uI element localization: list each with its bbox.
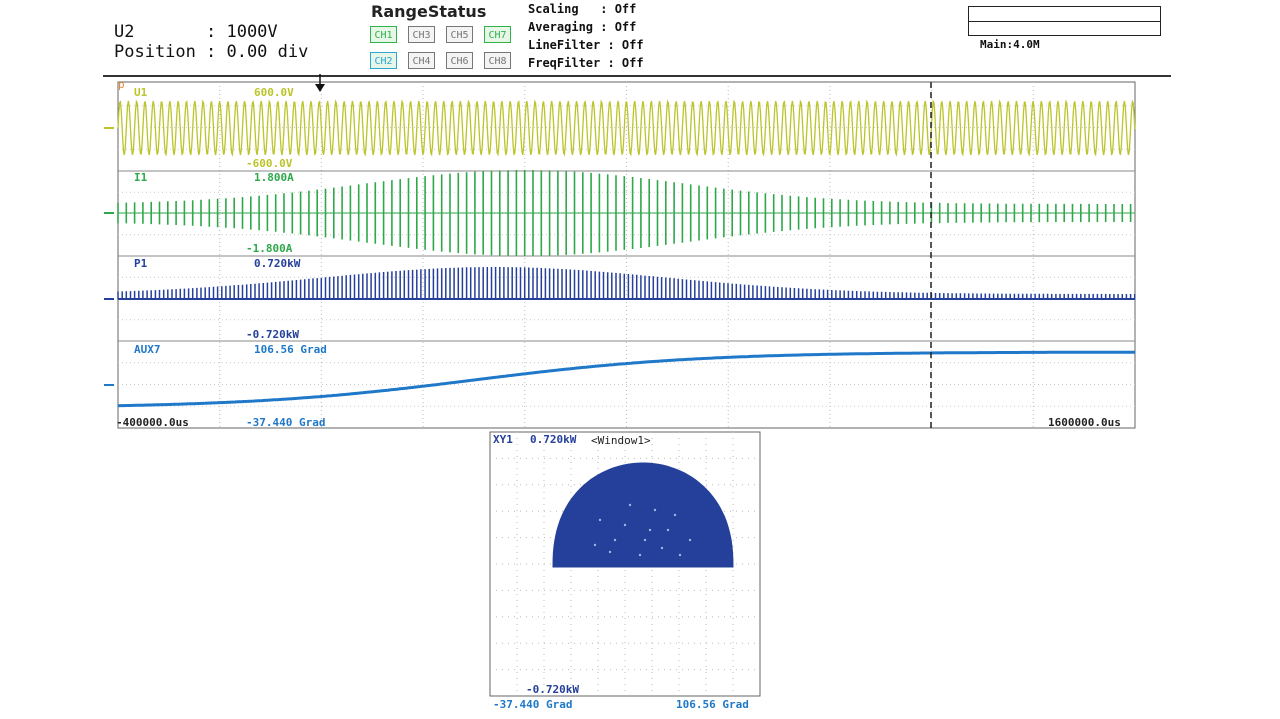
xy-speckle bbox=[598, 518, 602, 522]
range-status-ch6: CH6 bbox=[446, 52, 473, 69]
xy-speckle bbox=[593, 543, 597, 547]
trace-p1-name: P1 bbox=[134, 257, 148, 270]
xy-speckle bbox=[673, 513, 677, 517]
xy-speckle bbox=[613, 538, 617, 542]
channel-range-value: : 1000V bbox=[206, 22, 278, 42]
xy-x-max-label: 106.56 Grad bbox=[676, 698, 749, 711]
xy-plot-shape bbox=[552, 462, 734, 568]
xy-title: XY1 bbox=[493, 433, 513, 446]
trace-u1-waveform bbox=[117, 99, 1136, 157]
xy-y-max-label: 0.720kW bbox=[530, 433, 577, 446]
range-status-grid: CH1 CH3 CH5 CH7 CH2 CH4 CH6 CH8 bbox=[370, 26, 520, 74]
xy-speckle bbox=[608, 550, 612, 554]
trace-aux7-waveform bbox=[117, 350, 1135, 408]
range-status-title: RangeStatus bbox=[371, 2, 487, 21]
trace-u1-name: U1 bbox=[134, 86, 148, 99]
range-status-ch3: CH3 bbox=[408, 26, 435, 43]
trace-p1-max: 0.720kW bbox=[254, 257, 301, 270]
header-separator bbox=[103, 75, 1171, 77]
x-axis-start-label: -400000.0us bbox=[116, 416, 189, 429]
xy-speckle bbox=[623, 523, 627, 527]
trace-i1-name: I1 bbox=[134, 171, 148, 184]
trigger-point-icon: p bbox=[118, 78, 125, 91]
main-memory-label: Main:4.0M bbox=[980, 38, 1040, 51]
xy-window-label: <Window1> bbox=[591, 434, 651, 447]
trace-u1-max: 600.0V bbox=[254, 86, 294, 99]
trace-u1-min: -600.0V bbox=[246, 157, 293, 170]
xy-speckle bbox=[653, 508, 657, 512]
trace-i1-max: 1.800A bbox=[254, 171, 294, 184]
xy-speckle bbox=[628, 503, 632, 507]
trace-group bbox=[117, 99, 1136, 408]
range-status-ch5: CH5 bbox=[446, 26, 473, 43]
xy-speckle bbox=[688, 538, 692, 542]
trace-p1-waveform bbox=[117, 267, 1136, 299]
xy-speckle bbox=[678, 553, 682, 557]
xy-speckle bbox=[638, 553, 642, 557]
position-label: Position bbox=[114, 42, 196, 62]
status-line-freqfilter: FreqFilter : Off bbox=[528, 56, 644, 70]
range-status-ch2: CH2 bbox=[370, 52, 397, 69]
position-value: : 0.00 div bbox=[206, 42, 309, 62]
xy-dome bbox=[552, 462, 734, 568]
xy-y-min-label: -0.720kW bbox=[526, 683, 579, 696]
xy-speckle bbox=[660, 546, 664, 550]
range-status-ch4: CH4 bbox=[408, 52, 435, 69]
xy-speckle bbox=[643, 538, 647, 542]
trigger-marker[interactable] bbox=[315, 74, 325, 92]
trace-aux7-name: AUX7 bbox=[134, 343, 161, 356]
trace-p1-min: -0.720kW bbox=[246, 328, 299, 341]
range-status-ch1: CH1 bbox=[370, 26, 397, 43]
xy-x-min-label: -37.440 Grad bbox=[493, 698, 573, 711]
xy-speckle bbox=[666, 528, 670, 532]
trace-aux7-max: 106.56 Grad bbox=[254, 343, 327, 356]
main-memory-indicator bbox=[968, 6, 1161, 36]
channel-name: U2 bbox=[114, 22, 135, 42]
status-line-averaging: Averaging : Off bbox=[528, 20, 637, 34]
range-status-ch8: CH8 bbox=[484, 52, 511, 69]
xy-speckle bbox=[648, 528, 652, 532]
range-status-ch7: CH7 bbox=[484, 26, 511, 43]
x-axis-end-label: 1600000.0us bbox=[1048, 416, 1121, 429]
trace-aux7-min: -37.440 Grad bbox=[246, 416, 326, 429]
trace-i1-min: -1.800A bbox=[246, 242, 293, 255]
status-line-linefilter: LineFilter : Off bbox=[528, 38, 644, 52]
status-line-scaling: Scaling : Off bbox=[528, 2, 637, 16]
